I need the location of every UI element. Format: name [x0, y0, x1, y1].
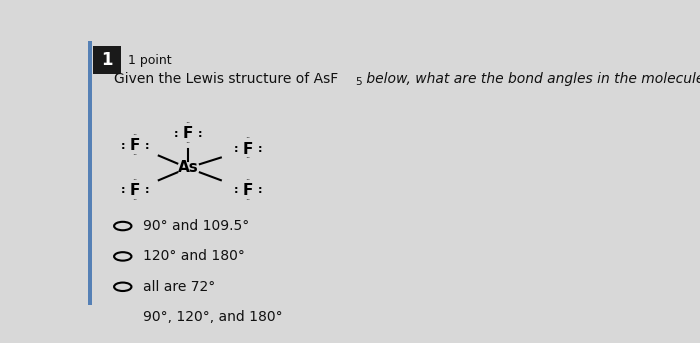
Text: ··: ·· — [245, 155, 251, 164]
Text: ··: ·· — [132, 151, 138, 160]
Text: :: : — [145, 185, 149, 195]
Text: :: : — [121, 141, 125, 151]
Text: Given the Lewis structure of AsF: Given the Lewis structure of AsF — [113, 72, 338, 86]
Text: ··: ·· — [245, 176, 251, 185]
Text: F: F — [243, 142, 253, 156]
Text: F: F — [183, 126, 193, 141]
Text: ··: ·· — [132, 176, 138, 185]
Text: ··: ·· — [132, 196, 138, 205]
Text: F: F — [130, 183, 140, 198]
Text: :: : — [258, 144, 262, 154]
Text: As: As — [178, 161, 198, 175]
Text: below, what are the bond angles in the molecule?: below, what are the bond angles in the m… — [362, 72, 700, 86]
Text: ··: ·· — [186, 139, 190, 148]
Bar — [93, 46, 121, 74]
Text: :: : — [234, 185, 238, 195]
Text: 5: 5 — [355, 76, 362, 86]
Text: :: : — [145, 141, 149, 151]
Text: :: : — [234, 144, 238, 154]
Text: 1 point: 1 point — [128, 54, 172, 67]
Text: all are 72°: all are 72° — [144, 280, 216, 294]
Bar — [88, 41, 92, 305]
Text: F: F — [243, 183, 253, 198]
Text: ··: ·· — [186, 119, 190, 128]
Text: :: : — [121, 185, 125, 195]
Text: 1: 1 — [102, 51, 113, 69]
Text: ··: ·· — [245, 134, 251, 143]
Text: ··: ·· — [132, 131, 138, 140]
Text: ··: ·· — [245, 196, 251, 205]
Text: :: : — [258, 185, 262, 195]
Text: F: F — [130, 138, 140, 153]
Text: 90° and 109.5°: 90° and 109.5° — [144, 219, 250, 233]
Text: :: : — [174, 129, 178, 139]
Text: :: : — [197, 129, 202, 139]
Text: 90°, 120°, and 180°: 90°, 120°, and 180° — [144, 310, 283, 324]
Text: 120° and 180°: 120° and 180° — [144, 249, 245, 263]
